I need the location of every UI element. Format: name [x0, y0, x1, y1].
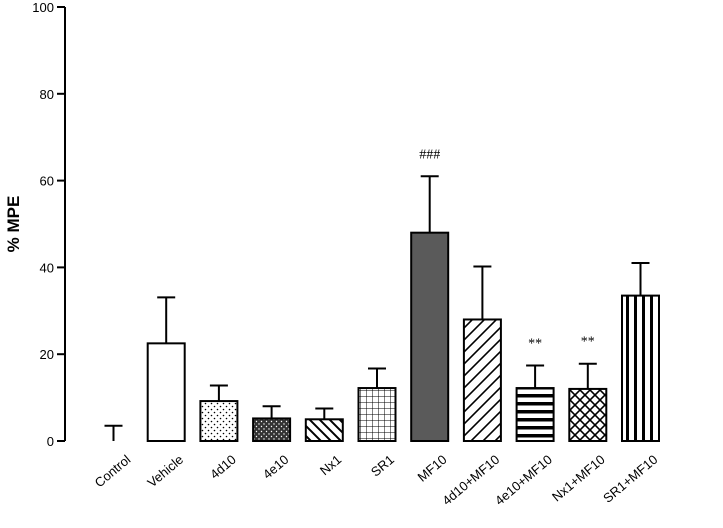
category-label-sr1: SR1: [368, 452, 397, 480]
category-label-4d10: 4d10: [207, 452, 239, 482]
y-tick-label: 100: [32, 0, 54, 15]
bar-sr1-mf10: [621, 294, 660, 442]
category-label-vehicle: Vehicle: [144, 452, 186, 490]
category-label-nx1-mf10: Nx1+MF10: [549, 452, 608, 505]
y-axis-label: % MPE: [4, 196, 23, 253]
category-label-nx1: Nx1: [317, 452, 344, 478]
bar-nx1-mf10: [568, 387, 608, 443]
bar-4e10-mf10: [515, 387, 555, 442]
y-tick-label: 60: [40, 174, 54, 189]
bar-4d10-mf10: [462, 318, 502, 443]
category-label-4e10: 4e10: [260, 452, 292, 482]
category-labels: Control Vehicle 4d10 4e10 Nx1 SR1 MF104d10+MF1…: [92, 452, 661, 508]
category-label-mf10: MF10: [415, 452, 450, 485]
bars: ### ** **: [104, 147, 660, 443]
bar-4d10: [199, 400, 239, 442]
annotation-4e10-mf10: **: [528, 336, 542, 351]
bar-4e10: [252, 417, 292, 443]
y-tick-label: 20: [40, 347, 54, 362]
category-label-sr1-mf10: SR1+MF10: [600, 452, 660, 506]
bar-sr1: [357, 387, 397, 442]
bar-nx1: [304, 418, 344, 442]
y-ticks: 0 20 40 60 80 100: [32, 0, 65, 449]
annotation-mf10: ###: [419, 147, 440, 162]
bar-mf10: [410, 231, 450, 442]
y-tick-label: 0: [47, 434, 54, 449]
annotation-nx1-mf10: **: [581, 335, 595, 350]
category-label-control: Control: [92, 452, 134, 491]
bar-vehicle: [146, 342, 186, 443]
category-label-4d10-mf10: 4d10+MF10: [439, 452, 502, 508]
y-tick-label: 80: [40, 87, 54, 102]
category-label-4e10-mf10: 4e10+MF10: [492, 452, 555, 508]
y-tick-label: 40: [40, 260, 54, 275]
